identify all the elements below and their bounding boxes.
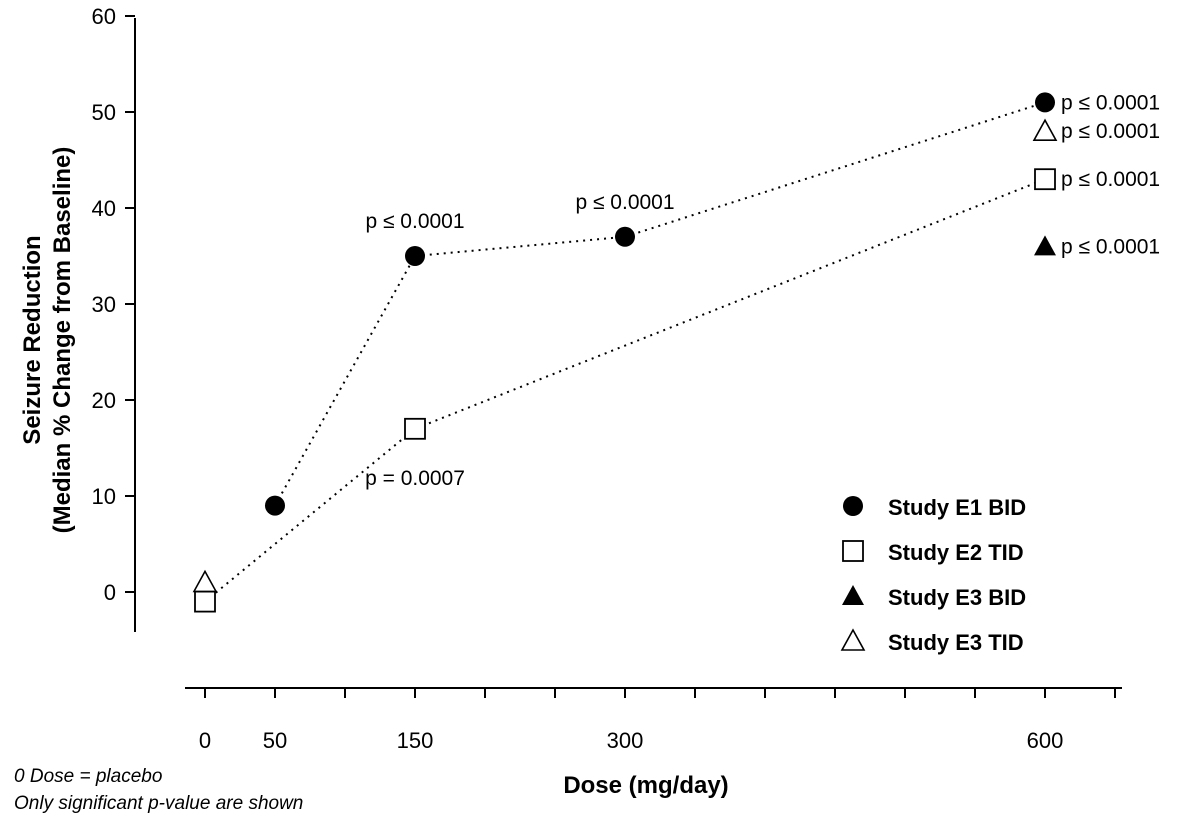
data-point [265,495,285,516]
footnote-placebo: 0 Dose = placebo [14,766,162,787]
x-tick-label: 50 [263,728,287,753]
p-value-label: p ≤ 0.0001 [1061,168,1160,191]
p-value-label: p = 0.0007 [365,467,465,490]
legend-marker [842,540,864,562]
y-tick-label: 40 [92,196,116,221]
x-tick-label: 0 [199,728,211,753]
p-value-label: p ≤ 0.0001 [575,191,674,214]
x-tick-label: 600 [1027,728,1064,753]
x-tick-label: 150 [397,728,434,753]
series-markers [192,92,1058,613]
p-value-label: p ≤ 0.0001 [1061,235,1160,258]
series-line [274,101,1046,507]
y-tick-label: 30 [92,292,116,317]
data-point [1035,92,1055,113]
y-tick-label: 50 [92,100,116,125]
data-point [194,590,216,613]
p-value-label: p ≤ 0.0001 [1061,91,1160,114]
y-axis-title-line1: Seizure Reduction [19,235,46,444]
x-tick-label: 300 [607,728,644,753]
legend-marker [842,585,864,605]
legend-label: Study E2 TID [888,540,1024,565]
data-point [1034,235,1056,256]
legend-marker [843,496,863,516]
y-tick-label: 20 [92,388,116,413]
y-axis-title-line2: (Median % Change from Baseline) [49,147,76,534]
data-point [192,569,218,593]
data-point [404,417,426,440]
legend-marker [840,628,866,651]
data-point [405,246,425,266]
y-tick-label: 10 [92,484,116,509]
legend-label: Study E1 BID [888,495,1026,520]
data-point [1032,118,1058,141]
footnote-significance: Only significant p-value are shown [14,793,303,814]
y-tick-label: 60 [92,4,116,29]
data-point [1034,168,1056,191]
p-value-label: p ≤ 0.0001 [1061,120,1160,143]
legend-label: Study E3 TID [888,630,1024,655]
legend-label: Study E3 BID [888,585,1026,610]
y-tick-label: 0 [104,580,116,605]
p-value-label: p ≤ 0.0001 [365,210,464,233]
legend: Study E1 BID Study E2 TID Study E3 BID Stud… [840,495,1026,655]
series-lines [204,101,1046,603]
data-point [615,226,635,247]
x-axis-title: Dose (mg/day) [563,772,728,799]
annotations: p ≤ 0.0001 p ≤ 0.0001 p = 0.0007 p ≤ 0.0001… [365,91,1160,489]
